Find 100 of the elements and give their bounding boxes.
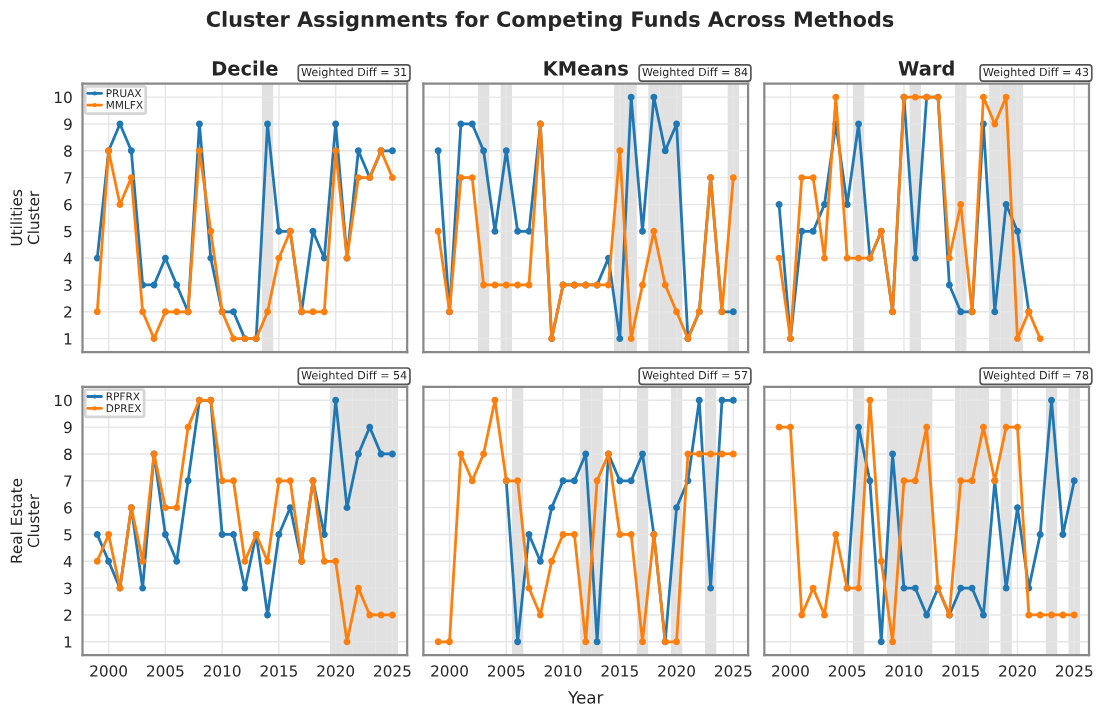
point [264, 557, 272, 565]
point [809, 227, 817, 235]
point [673, 504, 681, 512]
point [1025, 611, 1033, 619]
point [832, 93, 840, 101]
point [434, 147, 442, 155]
point [911, 93, 919, 101]
point [889, 450, 897, 458]
point [388, 174, 396, 182]
point [582, 638, 590, 646]
point [536, 557, 544, 565]
point [139, 308, 147, 316]
point [502, 147, 510, 155]
point [616, 477, 624, 485]
point [195, 147, 203, 155]
point [480, 450, 488, 458]
point [139, 584, 147, 592]
point [264, 308, 272, 316]
point [627, 335, 635, 343]
point [923, 423, 931, 431]
point [1036, 530, 1044, 538]
point [911, 254, 919, 262]
point [320, 254, 328, 262]
point [366, 611, 374, 619]
point [593, 638, 601, 646]
point [979, 93, 987, 101]
point [491, 396, 499, 404]
point [173, 281, 181, 289]
point [639, 638, 646, 646]
point [161, 530, 169, 538]
point [821, 611, 828, 619]
point [173, 308, 181, 316]
chart-title: KMeans [544, 61, 628, 76]
point [332, 147, 340, 155]
point [161, 504, 169, 512]
point [457, 120, 465, 128]
point [275, 227, 283, 235]
point [207, 227, 215, 235]
point [627, 93, 635, 101]
point [354, 584, 362, 592]
point [434, 227, 442, 235]
point [116, 200, 124, 208]
point [93, 557, 101, 565]
point [832, 530, 840, 538]
point [139, 557, 147, 565]
point [230, 477, 237, 485]
point [514, 638, 522, 646]
point [161, 308, 169, 316]
point [309, 227, 317, 235]
point [673, 120, 681, 128]
point [889, 638, 897, 646]
point [230, 530, 237, 538]
point [184, 477, 192, 485]
point [593, 477, 601, 485]
chart-title: Ward [898, 60, 954, 76]
point [1002, 423, 1010, 431]
point [821, 254, 828, 262]
point [650, 227, 658, 235]
point [843, 254, 851, 262]
point [718, 396, 726, 404]
point [127, 147, 135, 155]
point [957, 477, 965, 485]
point [809, 174, 817, 182]
point [923, 611, 931, 619]
point [388, 147, 396, 155]
point [855, 120, 863, 128]
point [957, 200, 965, 208]
point [343, 504, 351, 512]
point [661, 281, 669, 289]
point [309, 308, 317, 316]
point [570, 477, 578, 485]
point [855, 254, 863, 262]
point [877, 638, 885, 646]
point [1002, 200, 1010, 208]
point [468, 120, 476, 128]
point [559, 477, 567, 485]
point [480, 281, 488, 289]
point [798, 611, 806, 619]
point [354, 450, 362, 458]
point [218, 477, 226, 485]
point [729, 308, 737, 316]
point [105, 557, 113, 565]
x-axis-title: Year [568, 691, 604, 704]
point [93, 530, 101, 538]
point [1070, 477, 1078, 485]
point [241, 557, 249, 565]
point [729, 396, 737, 404]
point [673, 308, 681, 316]
point [639, 281, 646, 289]
point [1036, 611, 1044, 619]
point [639, 450, 646, 458]
point [786, 423, 794, 431]
point [957, 308, 965, 316]
point [673, 638, 681, 646]
point [536, 611, 544, 619]
point [264, 611, 272, 619]
point [457, 450, 465, 458]
point [343, 638, 351, 646]
point [604, 281, 612, 289]
point [1048, 396, 1056, 404]
